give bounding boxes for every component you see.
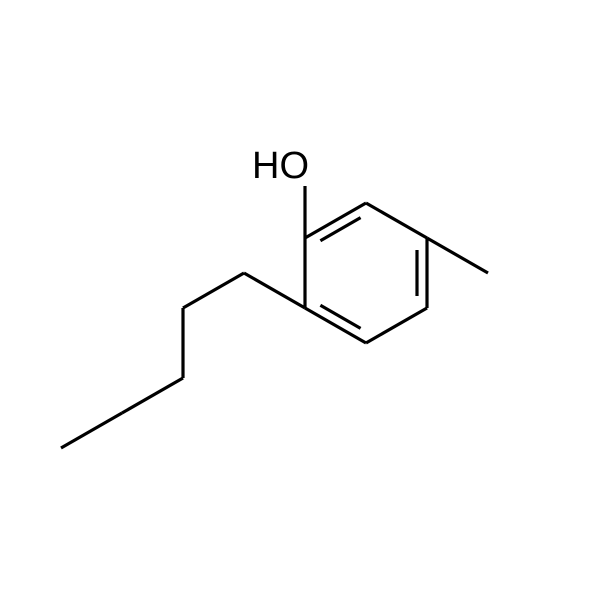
molecule-diagram: HO [0,0,600,600]
atom-label-o: HO [252,145,309,187]
